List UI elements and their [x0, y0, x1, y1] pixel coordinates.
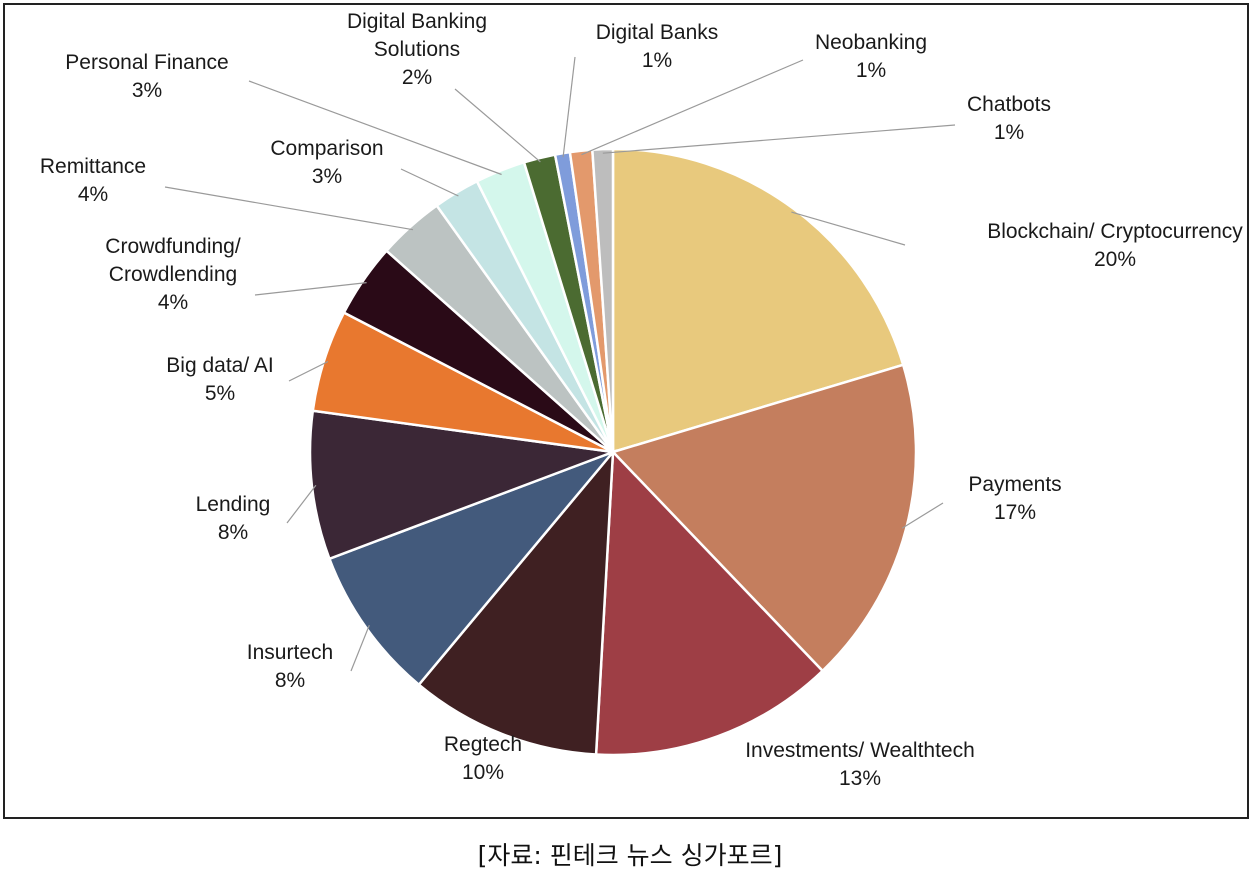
leader-line: [602, 124, 956, 154]
slice-percent: 1%: [642, 49, 672, 72]
slice-name: Digital Banks: [596, 21, 719, 44]
slice-label: Digital Banking Solutions 2%: [347, 10, 487, 89]
leader-line: [901, 502, 944, 529]
slice-name: Insurtech: [247, 641, 333, 664]
leader-line: [254, 282, 367, 296]
slice-name: Investments/ Wealthtech: [745, 739, 975, 762]
slice-percent: 3%: [132, 79, 162, 102]
leader-line: [400, 168, 459, 197]
slice-name: Chatbots: [967, 93, 1051, 116]
slice-name: Big data/ AI: [166, 354, 273, 377]
slice-name: Crowdlending: [109, 263, 237, 286]
slice-name: Neobanking: [815, 31, 927, 54]
pie-chart: Blockchain/ Cryptocurrency 20% Payments 17%…: [40, 10, 1243, 790]
pie-slices: [308, 147, 918, 757]
slice-label: Digital Banks 1%: [596, 21, 719, 72]
slice-label: Lending 8%: [196, 493, 271, 544]
slice-label: Neobanking 1%: [815, 31, 927, 82]
chart-frame: Blockchain/ Cryptocurrency 20% Payments 17%…: [3, 3, 1249, 819]
leader-line: [164, 186, 414, 231]
slice-name: Blockchain/ Cryptocurrency: [987, 220, 1243, 243]
slice-labels: Blockchain/ Cryptocurrency 20% Payments 17%…: [40, 10, 1243, 790]
slice-percent: 1%: [856, 59, 886, 82]
slice-label: Regtech 10%: [444, 733, 522, 784]
slice-percent: 4%: [78, 183, 108, 206]
slice-name: Regtech: [444, 733, 522, 756]
pie-slice-investments-wealthtech: [594, 449, 825, 757]
slice-label: Remittance 4%: [40, 155, 146, 206]
leader-line: [454, 88, 541, 163]
source-caption: [자료: 핀테크 뉴스 싱가포르]: [477, 841, 783, 870]
pie-slice-insurtech: [327, 449, 617, 687]
slice-percent: 2%: [402, 66, 432, 89]
slice-percent: 13%: [839, 767, 881, 790]
leader-lines: [164, 56, 956, 672]
leader-line: [350, 624, 370, 672]
pie-slice-blockchain-cryptocurrency: [611, 147, 905, 454]
slice-percent: 8%: [275, 669, 305, 692]
slice-percent: 4%: [158, 291, 188, 314]
slice-percent: 8%: [218, 521, 248, 544]
slice-label: Insurtech 8%: [247, 641, 333, 692]
slice-percent: 20%: [1094, 248, 1136, 271]
slice-name: Solutions: [374, 38, 460, 61]
pie-slice-lending: [308, 409, 614, 561]
slice-label: Chatbots 1%: [967, 93, 1051, 144]
slice-label: Investments/ Wealthtech 13%: [745, 739, 975, 790]
slice-name: Payments: [968, 473, 1061, 496]
slice-label: Big data/ AI 5%: [166, 354, 273, 405]
leader-line: [248, 80, 502, 176]
pie-slice-payments: [610, 363, 918, 673]
slice-percent: 5%: [205, 382, 235, 405]
slice-label: Comparison 3%: [270, 137, 383, 188]
pie-slice-regtech: [417, 448, 615, 756]
slice-percent: 10%: [462, 761, 504, 784]
leader-line: [791, 211, 906, 246]
slice-percent: 17%: [994, 501, 1036, 524]
slice-percent: 3%: [312, 165, 342, 188]
slice-label: Crowdfunding/Crowdlending 4%: [105, 235, 241, 314]
slice-label: Payments 17%: [968, 473, 1061, 524]
slice-name: Remittance: [40, 155, 146, 178]
leader-line: [581, 59, 804, 156]
slice-name: Comparison: [270, 137, 383, 160]
slice-name: Lending: [196, 493, 271, 516]
slice-name: Personal Finance: [65, 51, 228, 74]
slice-label: Personal Finance 3%: [65, 51, 228, 102]
slice-name: Crowdfunding/: [105, 235, 241, 258]
leader-line: [562, 56, 576, 158]
slice-name: Digital Banking: [347, 10, 487, 33]
slice-label: Blockchain/ Cryptocurrency 20%: [987, 220, 1243, 271]
slice-percent: 1%: [994, 121, 1024, 144]
leader-line: [288, 360, 329, 382]
leader-line: [286, 484, 317, 524]
